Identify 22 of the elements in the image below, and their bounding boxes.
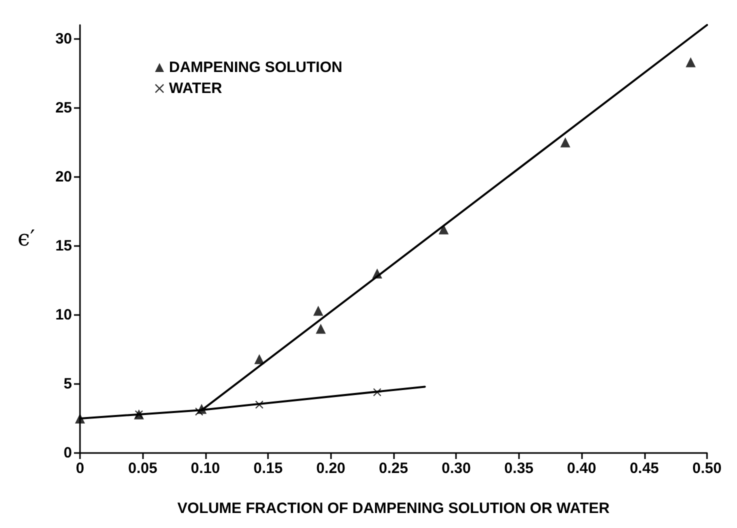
legend-label: DAMPENING SOLUTION (169, 59, 342, 76)
y-tick-label: 15 (55, 237, 72, 254)
y-tick-label: 0 (64, 444, 72, 462)
y-axis-title: ϵ′ (18, 226, 35, 252)
y-tick-label: 10 (55, 306, 72, 324)
x-tick-label: 0.05 (128, 460, 158, 477)
y-tick-label: 25 (55, 99, 72, 116)
x-tick-label: 0.40 (567, 460, 596, 477)
x-axis-title: VOLUME FRACTION OF DAMPENING SOLUTION OR WATER (177, 500, 610, 517)
x-tick-label: 0.10 (190, 460, 220, 477)
x-tick-label: 0.35 (504, 460, 534, 477)
x-tick-label: 0 (76, 460, 84, 477)
x-tick-label: 0.45 (630, 460, 659, 477)
x-tick-label: 0.15 (254, 460, 283, 477)
x-tick-label: 0.30 (442, 460, 471, 477)
x-tick-label: 0.50 (692, 460, 722, 477)
x-tick-label: 0.20 (316, 460, 346, 477)
y-tick-label: 30 (55, 30, 72, 48)
y-tick-label: 20 (55, 168, 72, 186)
legend-label: WATER (169, 80, 222, 97)
x-tick-label: 0.25 (378, 460, 408, 477)
y-tick-label: 5 (64, 375, 72, 392)
